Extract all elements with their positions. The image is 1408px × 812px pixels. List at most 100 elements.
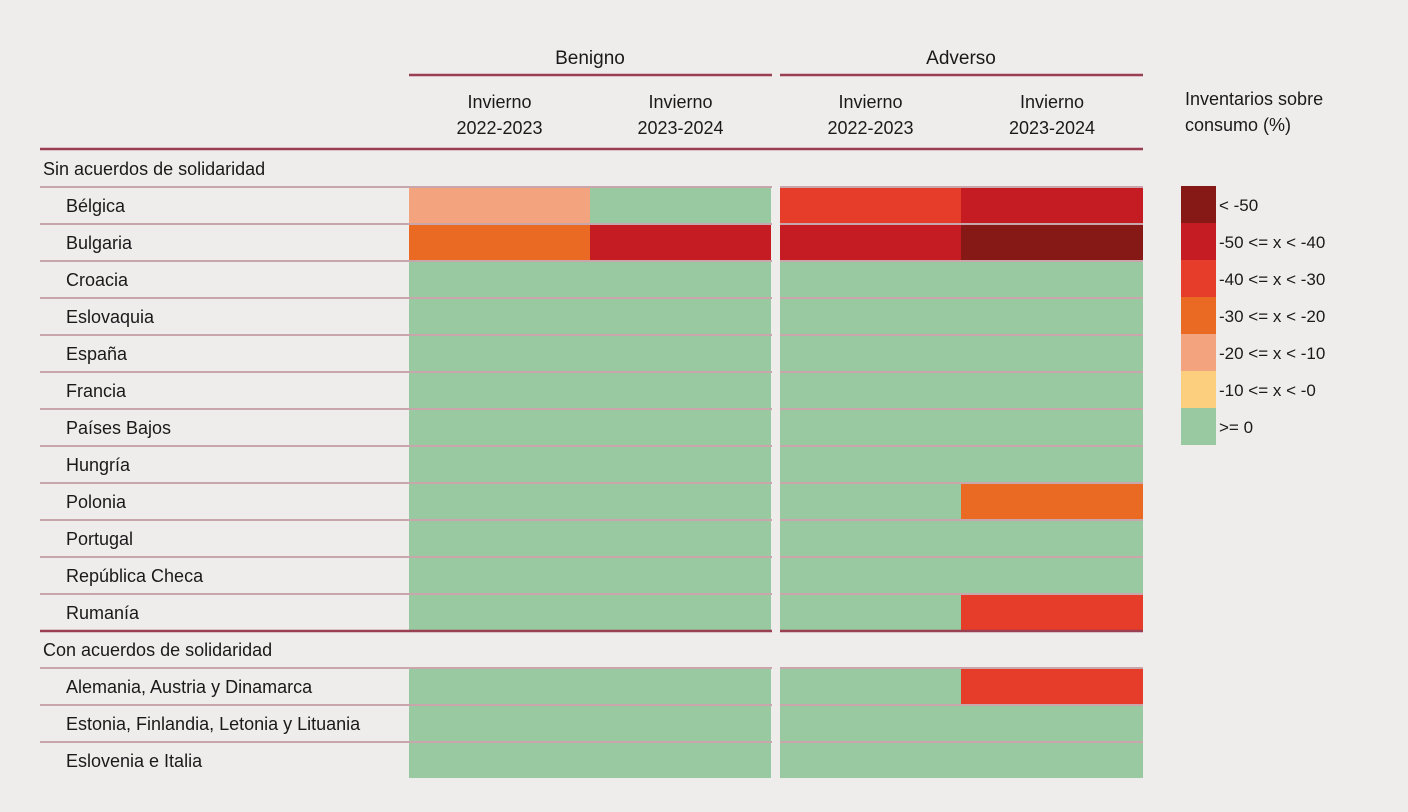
heatmap-cell xyxy=(961,521,1143,556)
heatmap-cell xyxy=(409,484,590,519)
legend-swatch xyxy=(1181,223,1216,260)
legend-label: >= 0 xyxy=(1219,418,1253,437)
heatmap-cell xyxy=(780,484,961,519)
heatmap-cell xyxy=(780,188,961,223)
heatmap-cell xyxy=(780,336,961,371)
group-label: Sin acuerdos de solidaridad xyxy=(43,159,265,179)
row-label: Bulgaria xyxy=(66,233,133,253)
row-label: Francia xyxy=(66,381,127,401)
row-label: Eslovaquia xyxy=(66,307,155,327)
heatmap-cell xyxy=(409,373,590,408)
row-label: Estonia, Finlandia, Letonia y Lituania xyxy=(66,714,361,734)
scenario-label: Adverso xyxy=(926,48,996,69)
row-label: Eslovenia e Italia xyxy=(66,751,203,771)
heatmap-cell xyxy=(780,706,961,741)
row-label: Polonia xyxy=(66,492,127,512)
row-label: Rumanía xyxy=(66,603,140,623)
heatmap-cell xyxy=(590,299,771,334)
heatmap-cell xyxy=(590,595,771,630)
heatmap-cell xyxy=(409,743,590,778)
heatmap-cell xyxy=(409,706,590,741)
legend-label: -40 <= x < -30 xyxy=(1219,270,1325,289)
column-header: Invierno xyxy=(467,92,531,112)
heatmap-cell xyxy=(590,558,771,593)
legend-label: -10 <= x < -0 xyxy=(1219,381,1316,400)
heatmap-cell xyxy=(409,299,590,334)
heatmap-cell xyxy=(961,262,1143,297)
heatmap-cell xyxy=(780,595,961,630)
row-label: Bélgica xyxy=(66,196,126,216)
legend-label: -50 <= x < -40 xyxy=(1219,233,1325,252)
heatmap-cell xyxy=(780,743,961,778)
legend-swatch xyxy=(1181,371,1216,408)
legend-label: < -50 xyxy=(1219,196,1258,215)
heatmap-cell xyxy=(409,521,590,556)
heatmap-cell xyxy=(590,447,771,482)
column-header: 2023-2024 xyxy=(637,118,723,138)
scenario-label: Benigno xyxy=(555,48,625,69)
legend-label: -30 <= x < -20 xyxy=(1219,307,1325,326)
heatmap-cell xyxy=(961,595,1143,630)
heatmap-cell xyxy=(590,336,771,371)
heatmap-cell xyxy=(961,484,1143,519)
heatmap-cell xyxy=(590,373,771,408)
legend-swatch xyxy=(1181,186,1216,223)
heatmap-cell xyxy=(590,188,771,223)
heatmap-cell xyxy=(961,706,1143,741)
column-header: Invierno xyxy=(648,92,712,112)
scenario-gap xyxy=(772,186,780,779)
row-label: Alemania, Austria y Dinamarca xyxy=(66,677,313,697)
heatmap-cell xyxy=(590,262,771,297)
heatmap-cell xyxy=(590,521,771,556)
legend-swatch xyxy=(1181,408,1216,445)
heatmap-cell xyxy=(780,262,961,297)
heatmap-cell xyxy=(409,336,590,371)
column-header: 2022-2023 xyxy=(456,118,542,138)
heatmap-cell xyxy=(780,447,961,482)
heatmap-cell xyxy=(590,743,771,778)
heatmap-cell xyxy=(961,299,1143,334)
heatmap-cell xyxy=(961,336,1143,371)
row-label: Hungría xyxy=(66,455,131,475)
heatmap-cell xyxy=(409,669,590,704)
heatmap-cell xyxy=(780,521,961,556)
heatmap-cell xyxy=(961,669,1143,704)
heatmap-cell xyxy=(409,410,590,445)
heatmap-cell xyxy=(780,558,961,593)
legend-label: -20 <= x < -10 xyxy=(1219,344,1325,363)
row-label: Croacia xyxy=(66,270,129,290)
row-label: Portugal xyxy=(66,529,133,549)
heatmap-cell xyxy=(961,373,1143,408)
heatmap-cell xyxy=(409,447,590,482)
heatmap-cell xyxy=(780,669,961,704)
heatmap-cell xyxy=(409,595,590,630)
legend-title: Inventarios sobre xyxy=(1185,89,1323,109)
heatmap-cell xyxy=(590,706,771,741)
heatmap-cell xyxy=(961,558,1143,593)
column-header: 2022-2023 xyxy=(827,118,913,138)
legend-swatch xyxy=(1181,297,1216,334)
legend-swatch xyxy=(1181,260,1216,297)
heatmap-cell xyxy=(409,558,590,593)
heatmap-cell xyxy=(961,447,1143,482)
column-header: Invierno xyxy=(1020,92,1084,112)
heatmap-cell xyxy=(961,188,1143,223)
column-header: Invierno xyxy=(838,92,902,112)
heatmap-cell xyxy=(409,188,590,223)
heatmap-cell xyxy=(780,373,961,408)
row-label: República Checa xyxy=(66,566,204,586)
heatmap-cell xyxy=(590,410,771,445)
row-label: España xyxy=(66,344,128,364)
column-header: 2023-2024 xyxy=(1009,118,1095,138)
legend-title: consumo (%) xyxy=(1185,115,1291,135)
legend-swatch xyxy=(1181,334,1216,371)
heatmap-cell xyxy=(961,225,1143,260)
row-label: Países Bajos xyxy=(66,418,171,438)
heatmap-cell xyxy=(590,225,771,260)
heatmap-cell xyxy=(409,225,590,260)
heatmap-cell xyxy=(780,225,961,260)
group-label: Con acuerdos de solidaridad xyxy=(43,640,272,660)
heatmap-cell xyxy=(590,484,771,519)
heatmap-cell xyxy=(780,410,961,445)
